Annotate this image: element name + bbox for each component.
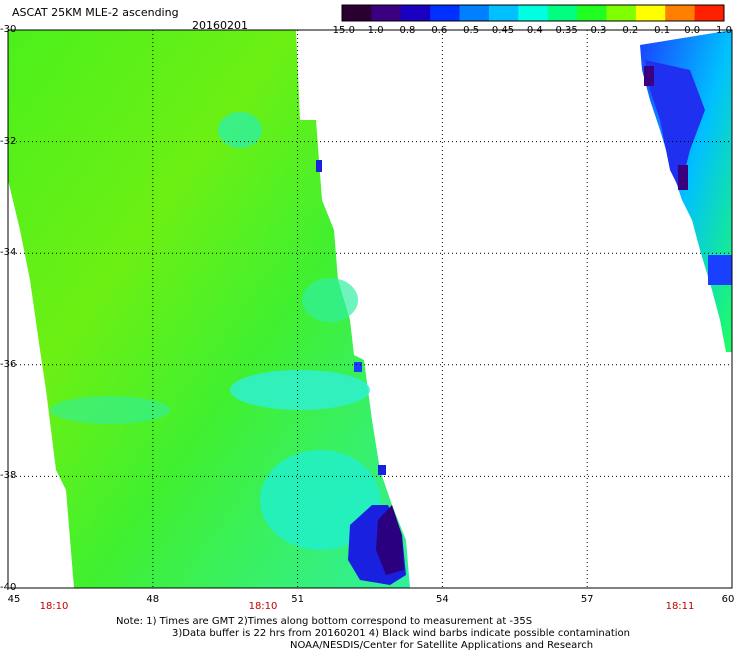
colorbar-tick-label: -0.1 xyxy=(650,25,671,36)
colorbar-tick-label: -0.5 xyxy=(459,25,480,36)
longitude-label: 48 xyxy=(146,594,160,605)
colorbar-cell xyxy=(547,5,578,21)
latitude-label: -32 xyxy=(0,135,17,147)
colorbar-tick-label: -0.45 xyxy=(488,25,515,36)
longitude-label: 45 xyxy=(7,594,21,605)
longitude-label: 51 xyxy=(291,594,304,605)
colorbar-tick-label: -0.35 xyxy=(551,25,578,36)
gridlines xyxy=(8,30,732,588)
time-label: 18:10 xyxy=(39,601,69,612)
colorbar-cell xyxy=(371,5,402,21)
time-label: 18:11 xyxy=(665,601,695,612)
colorbar-cell xyxy=(635,5,666,21)
longitude-label: 57 xyxy=(580,594,594,605)
colorbar-cell xyxy=(342,5,372,21)
colorbar-cell xyxy=(694,5,725,21)
colorbar-tick-label: -15.0 xyxy=(329,25,355,36)
latitude-label: -40 xyxy=(0,582,17,593)
latitude-label: -30 xyxy=(0,24,17,35)
note-line-2: 3)Data buffer is 22 hrs from 20160201 4)… xyxy=(172,628,630,639)
colorbar-cell xyxy=(577,5,607,21)
colorbar-tick-label: -0.8 xyxy=(395,25,416,36)
map-date: 20160201 xyxy=(192,19,248,32)
colorbar xyxy=(341,4,725,22)
longitude-label: 54 xyxy=(436,594,449,605)
colorbar-tick-label: -1.0 xyxy=(364,25,384,36)
colorbar-cell xyxy=(665,5,696,21)
colorbar-cell xyxy=(488,5,519,21)
latitude-label: -34 xyxy=(0,247,17,259)
latitude-label: -36 xyxy=(0,358,17,370)
map-frame xyxy=(7,29,733,589)
colorbar-cell xyxy=(459,5,490,21)
left-swath xyxy=(8,30,410,588)
note-line-1: Note: 1) Times are GMT 2)Times along bot… xyxy=(116,616,533,627)
colorbar-tick-label: -0.4 xyxy=(523,25,543,36)
note-line-3: NOAA/NESDIS/Center for Satellite Applica… xyxy=(290,640,594,651)
colorbar-tick-label: -0.3 xyxy=(586,25,607,36)
colorbar-tick-label: 1.0 xyxy=(716,25,732,36)
colorbar-cell xyxy=(518,5,549,21)
longitude-label: 60 xyxy=(721,594,735,605)
right-swath xyxy=(640,30,732,352)
colorbar-tick-label: 0.0 xyxy=(684,25,701,36)
colorbar-tick-label: -0.2 xyxy=(618,25,639,36)
colorbar-cell xyxy=(606,5,637,21)
colorbar-cell xyxy=(430,5,461,21)
latitude-label: -38 xyxy=(0,470,17,482)
map-title: ASCAT 25KM MLE-2 ascending xyxy=(12,6,179,19)
colorbar-tick-label: -0.6 xyxy=(427,25,448,36)
time-label: 18:10 xyxy=(248,601,278,612)
colorbar-cell xyxy=(400,5,431,21)
